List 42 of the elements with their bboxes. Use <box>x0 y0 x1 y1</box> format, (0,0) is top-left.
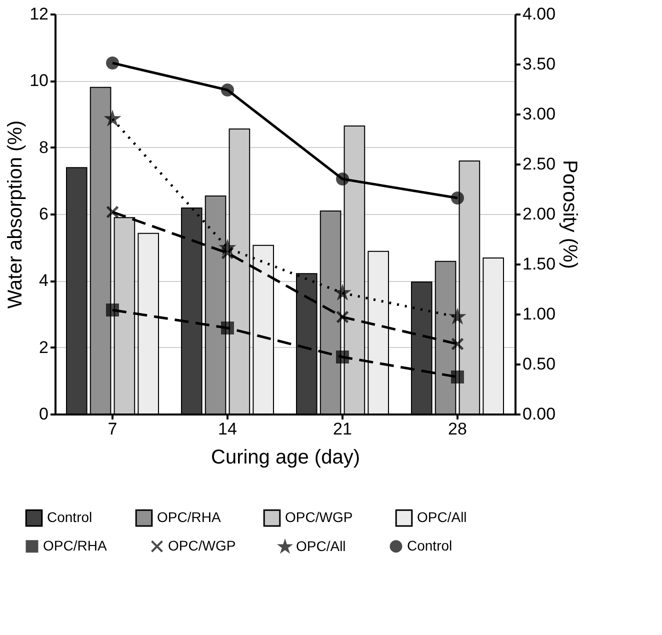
legend-label: OPC/All <box>417 509 467 526</box>
y2-tick-label: 1.50 <box>522 254 556 274</box>
point <box>336 310 349 324</box>
y-tick-label: 6 <box>39 204 48 224</box>
point <box>451 192 464 204</box>
legend-label: OPC/RHA <box>43 537 108 554</box>
x-tick-label: 7 <box>108 420 118 438</box>
y-tick-label: 10 <box>30 71 48 90</box>
y2-tick-label: 4.00 <box>522 4 556 24</box>
point <box>336 350 349 364</box>
legend-label: Control <box>47 509 92 526</box>
y2-tick-label: 2.00 <box>522 204 556 224</box>
point <box>451 338 464 350</box>
point <box>451 370 464 384</box>
y-tick-label: 4 <box>39 271 48 290</box>
point <box>336 172 349 186</box>
y-tick-label: 12 <box>30 4 48 24</box>
point <box>221 322 234 334</box>
y-tick-label: 0 <box>39 404 48 424</box>
legend-label: OPC/All <box>296 538 346 554</box>
y2-axis-title: Porosity (%) <box>558 160 581 269</box>
legend-label: Control <box>407 537 452 554</box>
point <box>221 84 234 96</box>
legend-label: OPC/RHA <box>157 509 222 526</box>
y-tick-label: 8 <box>39 138 48 157</box>
legend-label: OPC/WGP <box>285 509 353 526</box>
y-axis-title: Water absorption (%) <box>4 120 27 309</box>
y2-tick-label: 3.50 <box>522 54 556 74</box>
y2-tick-label: 2.50 <box>522 154 556 174</box>
x-axis-title: Curing age (day) <box>211 446 360 468</box>
y2-tick-label: 0.50 <box>522 354 556 374</box>
point <box>106 206 119 218</box>
y-tick-label: 2 <box>39 338 48 357</box>
x-tick-label: 28 <box>448 420 467 438</box>
legend-label: OPC/WGP <box>168 537 236 554</box>
x-tick-label: 21 <box>333 420 352 438</box>
x-tick-label: 14 <box>218 420 237 438</box>
y2-tick-label: 3.00 <box>522 104 556 124</box>
y2-tick-label: 1.00 <box>522 304 556 324</box>
point <box>106 56 119 70</box>
point <box>106 304 119 316</box>
y2-tick-label: 0.00 <box>522 404 556 424</box>
